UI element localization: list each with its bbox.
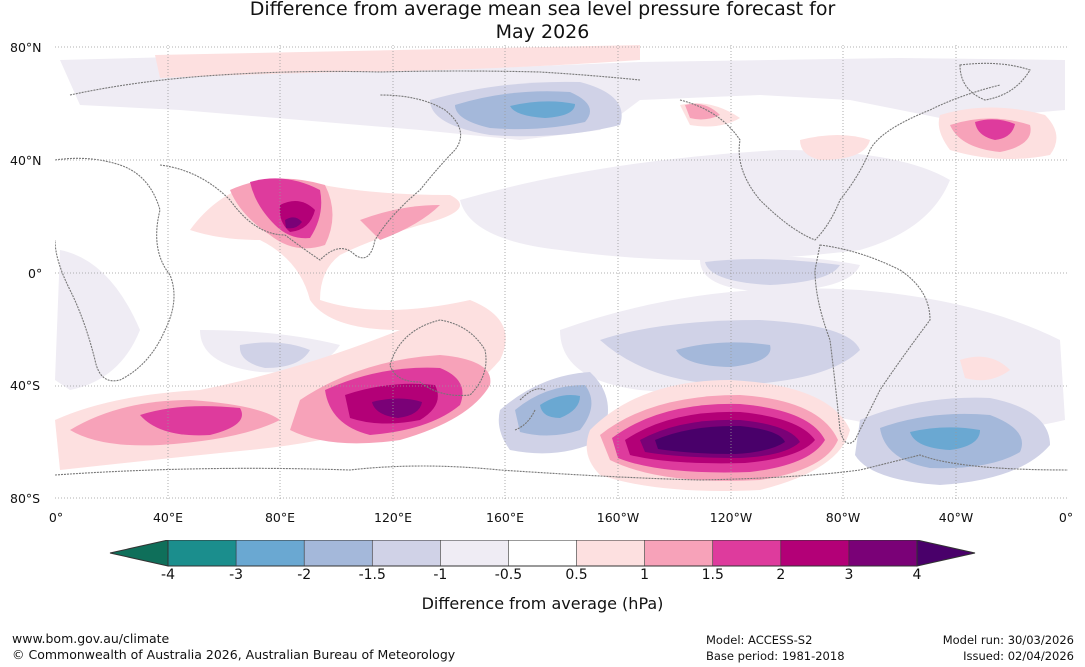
lat-label-80n: 80°N	[10, 40, 42, 55]
lat-label-40n: 40°N	[10, 153, 42, 168]
colorbar-cell	[576, 540, 646, 567]
colorbar-tick-label: 0.5	[565, 567, 588, 583]
lat-label-0: 0°	[28, 266, 43, 281]
copyright-text: © Commonwealth of Australia 2026, Austra…	[12, 647, 456, 662]
lat-label-80s: 80°S	[10, 491, 41, 506]
positive-anomaly-5	[655, 425, 785, 454]
issued-date: Issued: 02/04/2026	[963, 649, 1074, 663]
lat-label-40s: 40°S	[10, 378, 41, 393]
colorbar-cell	[644, 540, 714, 567]
colorbar-tick-label: -1	[433, 567, 448, 583]
lon-label-0-end: 0°	[1058, 510, 1074, 525]
lon-label-120e: 120°E	[373, 510, 413, 525]
colorbar	[109, 540, 976, 567]
graticule	[55, 45, 1068, 500]
colorbar-cell	[712, 540, 782, 567]
map-title-line2: May 2026	[495, 21, 590, 43]
colorbar-high-extension	[916, 540, 976, 567]
lon-label-160e: 160°E	[485, 510, 525, 525]
colorbar-tick-label: 3	[844, 567, 854, 583]
colorbar-cell	[508, 540, 578, 567]
model-name: Model: ACCESS-S2	[706, 633, 813, 647]
colorbar-cell	[167, 540, 237, 567]
lon-label-40e: 40°E	[152, 510, 184, 525]
colorbar-cell	[780, 540, 850, 567]
lon-label-120w: 120°W	[709, 510, 753, 525]
lon-label-160w: 160°W	[596, 510, 640, 525]
map-title-line1: Difference from average mean sea level p…	[249, 0, 836, 20]
colorbar-tick-label: 2	[776, 567, 786, 583]
lon-label-0: 0°	[48, 510, 64, 525]
colorbar-cell	[440, 540, 510, 567]
source-url[interactable]: www.bom.gov.au/climate	[12, 631, 170, 646]
colorbar-cell	[303, 540, 374, 567]
colorbar-tick-label: 1	[640, 567, 650, 583]
lon-label-80w: 80°W	[825, 510, 861, 525]
colorbar-cell	[235, 540, 305, 567]
coastlines	[55, 62, 1068, 481]
negative-anomaly-3	[510, 101, 980, 450]
colorbar-cell	[371, 540, 442, 567]
colorbar-tick-label: -3	[229, 567, 244, 583]
colorbar-tick-label: -1.5	[358, 567, 386, 583]
colorbar-frame	[167, 540, 918, 567]
colorbar-label: Difference from average (hPa)	[421, 594, 664, 613]
colorbar-tick-label: -4	[161, 567, 175, 583]
colorbar-tick-label: -2	[297, 567, 312, 583]
lon-label-80e: 80°E	[264, 510, 296, 525]
colorbar-tick-label: 4	[912, 567, 922, 583]
colorbar-low-extension	[109, 540, 169, 567]
base-period: Base period: 1981-2018	[706, 649, 845, 663]
colorbar-cell	[848, 540, 918, 567]
colorbar-tick-label: 1.5	[701, 567, 724, 583]
lon-label-40w: 40°W	[938, 510, 974, 525]
model-run-date: Model run: 30/03/2026	[942, 633, 1074, 647]
colorbar-tick-label: -0.5	[494, 567, 523, 583]
